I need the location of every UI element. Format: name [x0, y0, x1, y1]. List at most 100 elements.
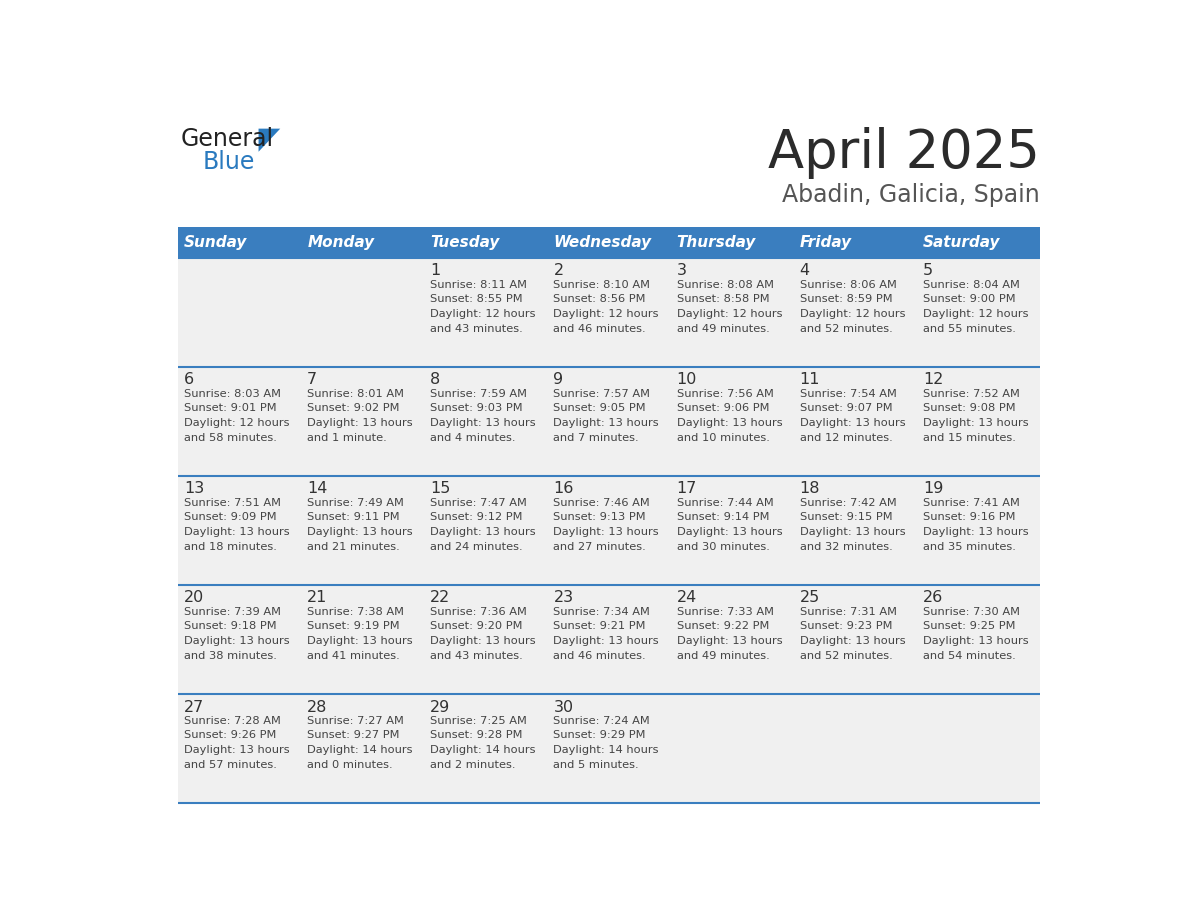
- Text: Sunrise: 7:25 AM
Sunset: 9:28 PM
Daylight: 14 hours
and 2 minutes.: Sunrise: 7:25 AM Sunset: 9:28 PM Dayligh…: [430, 716, 536, 770]
- Bar: [424, 476, 548, 585]
- Bar: [794, 367, 917, 476]
- Text: Sunrise: 7:28 AM
Sunset: 9:26 PM
Daylight: 13 hours
and 57 minutes.: Sunrise: 7:28 AM Sunset: 9:26 PM Dayligh…: [184, 716, 290, 770]
- Text: 13: 13: [184, 481, 204, 497]
- Bar: [178, 367, 301, 476]
- Text: Sunrise: 7:46 AM
Sunset: 9:13 PM
Daylight: 13 hours
and 27 minutes.: Sunrise: 7:46 AM Sunset: 9:13 PM Dayligh…: [554, 498, 659, 552]
- Text: Sunrise: 7:49 AM
Sunset: 9:11 PM
Daylight: 13 hours
and 21 minutes.: Sunrise: 7:49 AM Sunset: 9:11 PM Dayligh…: [308, 498, 413, 552]
- Text: 16: 16: [554, 481, 574, 497]
- Bar: [178, 227, 301, 258]
- Bar: [424, 694, 548, 803]
- Bar: [917, 476, 1040, 585]
- Text: 14: 14: [308, 481, 328, 497]
- Bar: [794, 585, 917, 694]
- Text: Sunrise: 8:04 AM
Sunset: 9:00 PM
Daylight: 12 hours
and 55 minutes.: Sunrise: 8:04 AM Sunset: 9:00 PM Dayligh…: [923, 280, 1029, 334]
- Bar: [178, 476, 301, 585]
- Text: Sunrise: 7:24 AM
Sunset: 9:29 PM
Daylight: 14 hours
and 5 minutes.: Sunrise: 7:24 AM Sunset: 9:29 PM Dayligh…: [554, 716, 659, 770]
- Bar: [301, 476, 424, 585]
- Text: Tuesday: Tuesday: [430, 235, 500, 250]
- Text: 26: 26: [923, 590, 943, 606]
- Text: 10: 10: [676, 373, 697, 387]
- Text: Sunrise: 7:31 AM
Sunset: 9:23 PM
Daylight: 13 hours
and 52 minutes.: Sunrise: 7:31 AM Sunset: 9:23 PM Dayligh…: [800, 607, 905, 661]
- Bar: [548, 476, 670, 585]
- Text: Sunrise: 7:33 AM
Sunset: 9:22 PM
Daylight: 13 hours
and 49 minutes.: Sunrise: 7:33 AM Sunset: 9:22 PM Dayligh…: [676, 607, 782, 661]
- Text: 3: 3: [676, 263, 687, 278]
- Bar: [548, 227, 670, 258]
- Polygon shape: [259, 129, 280, 151]
- Text: 7: 7: [308, 373, 317, 387]
- Text: 25: 25: [800, 590, 820, 606]
- Text: 11: 11: [800, 373, 820, 387]
- Text: Sunrise: 8:08 AM
Sunset: 8:58 PM
Daylight: 12 hours
and 49 minutes.: Sunrise: 8:08 AM Sunset: 8:58 PM Dayligh…: [676, 280, 782, 334]
- Bar: [178, 585, 301, 694]
- Text: Thursday: Thursday: [676, 235, 756, 250]
- Text: Sunrise: 7:52 AM
Sunset: 9:08 PM
Daylight: 13 hours
and 15 minutes.: Sunrise: 7:52 AM Sunset: 9:08 PM Dayligh…: [923, 388, 1029, 443]
- Text: Sunrise: 7:34 AM
Sunset: 9:21 PM
Daylight: 13 hours
and 46 minutes.: Sunrise: 7:34 AM Sunset: 9:21 PM Dayligh…: [554, 607, 659, 661]
- Bar: [301, 227, 424, 258]
- Bar: [917, 258, 1040, 367]
- Bar: [178, 694, 301, 803]
- Text: Monday: Monday: [308, 235, 374, 250]
- Text: 23: 23: [554, 590, 574, 606]
- Text: 17: 17: [676, 481, 697, 497]
- Text: 15: 15: [430, 481, 450, 497]
- Bar: [424, 227, 548, 258]
- Bar: [794, 227, 917, 258]
- Text: 6: 6: [184, 373, 194, 387]
- Text: Sunrise: 7:30 AM
Sunset: 9:25 PM
Daylight: 13 hours
and 54 minutes.: Sunrise: 7:30 AM Sunset: 9:25 PM Dayligh…: [923, 607, 1029, 661]
- Bar: [670, 476, 794, 585]
- Bar: [424, 258, 548, 367]
- Bar: [670, 585, 794, 694]
- Bar: [917, 694, 1040, 803]
- Bar: [178, 258, 301, 367]
- Bar: [670, 258, 794, 367]
- Bar: [548, 694, 670, 803]
- Text: Wednesday: Wednesday: [554, 235, 651, 250]
- Bar: [424, 367, 548, 476]
- Text: Sunrise: 8:03 AM
Sunset: 9:01 PM
Daylight: 12 hours
and 58 minutes.: Sunrise: 8:03 AM Sunset: 9:01 PM Dayligh…: [184, 388, 290, 443]
- Text: Sunday: Sunday: [184, 235, 247, 250]
- Text: Sunrise: 8:06 AM
Sunset: 8:59 PM
Daylight: 12 hours
and 52 minutes.: Sunrise: 8:06 AM Sunset: 8:59 PM Dayligh…: [800, 280, 905, 334]
- Bar: [548, 367, 670, 476]
- Text: 21: 21: [308, 590, 328, 606]
- Text: 20: 20: [184, 590, 204, 606]
- Text: Sunrise: 7:56 AM
Sunset: 9:06 PM
Daylight: 13 hours
and 10 minutes.: Sunrise: 7:56 AM Sunset: 9:06 PM Dayligh…: [676, 388, 782, 443]
- Text: Abadin, Galicia, Spain: Abadin, Galicia, Spain: [782, 184, 1040, 207]
- Bar: [794, 258, 917, 367]
- Text: 18: 18: [800, 481, 820, 497]
- Text: 4: 4: [800, 263, 810, 278]
- Text: Sunrise: 7:36 AM
Sunset: 9:20 PM
Daylight: 13 hours
and 43 minutes.: Sunrise: 7:36 AM Sunset: 9:20 PM Dayligh…: [430, 607, 536, 661]
- Text: Sunrise: 7:41 AM
Sunset: 9:16 PM
Daylight: 13 hours
and 35 minutes.: Sunrise: 7:41 AM Sunset: 9:16 PM Dayligh…: [923, 498, 1029, 552]
- Bar: [917, 367, 1040, 476]
- Text: Sunrise: 8:10 AM
Sunset: 8:56 PM
Daylight: 12 hours
and 46 minutes.: Sunrise: 8:10 AM Sunset: 8:56 PM Dayligh…: [554, 280, 659, 334]
- Text: Blue: Blue: [203, 151, 255, 174]
- Bar: [670, 694, 794, 803]
- Text: Saturday: Saturday: [923, 235, 1000, 250]
- Text: Sunrise: 8:01 AM
Sunset: 9:02 PM
Daylight: 13 hours
and 1 minute.: Sunrise: 8:01 AM Sunset: 9:02 PM Dayligh…: [308, 388, 413, 443]
- Bar: [794, 476, 917, 585]
- Bar: [548, 585, 670, 694]
- Text: General: General: [181, 127, 274, 151]
- Text: Sunrise: 7:38 AM
Sunset: 9:19 PM
Daylight: 13 hours
and 41 minutes.: Sunrise: 7:38 AM Sunset: 9:19 PM Dayligh…: [308, 607, 413, 661]
- Text: 30: 30: [554, 700, 574, 714]
- Bar: [670, 367, 794, 476]
- Bar: [301, 258, 424, 367]
- Bar: [670, 227, 794, 258]
- Text: 29: 29: [430, 700, 450, 714]
- Text: 5: 5: [923, 263, 933, 278]
- Text: Sunrise: 7:59 AM
Sunset: 9:03 PM
Daylight: 13 hours
and 4 minutes.: Sunrise: 7:59 AM Sunset: 9:03 PM Dayligh…: [430, 388, 536, 443]
- Bar: [424, 585, 548, 694]
- Text: Sunrise: 7:27 AM
Sunset: 9:27 PM
Daylight: 14 hours
and 0 minutes.: Sunrise: 7:27 AM Sunset: 9:27 PM Dayligh…: [308, 716, 412, 770]
- Bar: [301, 694, 424, 803]
- Text: 12: 12: [923, 373, 943, 387]
- Text: Friday: Friday: [800, 235, 852, 250]
- Text: Sunrise: 7:42 AM
Sunset: 9:15 PM
Daylight: 13 hours
and 32 minutes.: Sunrise: 7:42 AM Sunset: 9:15 PM Dayligh…: [800, 498, 905, 552]
- Bar: [301, 367, 424, 476]
- Bar: [301, 585, 424, 694]
- Text: 27: 27: [184, 700, 204, 714]
- Text: Sunrise: 8:11 AM
Sunset: 8:55 PM
Daylight: 12 hours
and 43 minutes.: Sunrise: 8:11 AM Sunset: 8:55 PM Dayligh…: [430, 280, 536, 334]
- Text: 24: 24: [676, 590, 697, 606]
- Text: Sunrise: 7:54 AM
Sunset: 9:07 PM
Daylight: 13 hours
and 12 minutes.: Sunrise: 7:54 AM Sunset: 9:07 PM Dayligh…: [800, 388, 905, 443]
- Text: Sunrise: 7:39 AM
Sunset: 9:18 PM
Daylight: 13 hours
and 38 minutes.: Sunrise: 7:39 AM Sunset: 9:18 PM Dayligh…: [184, 607, 290, 661]
- Text: 2: 2: [554, 263, 563, 278]
- Text: 9: 9: [554, 373, 563, 387]
